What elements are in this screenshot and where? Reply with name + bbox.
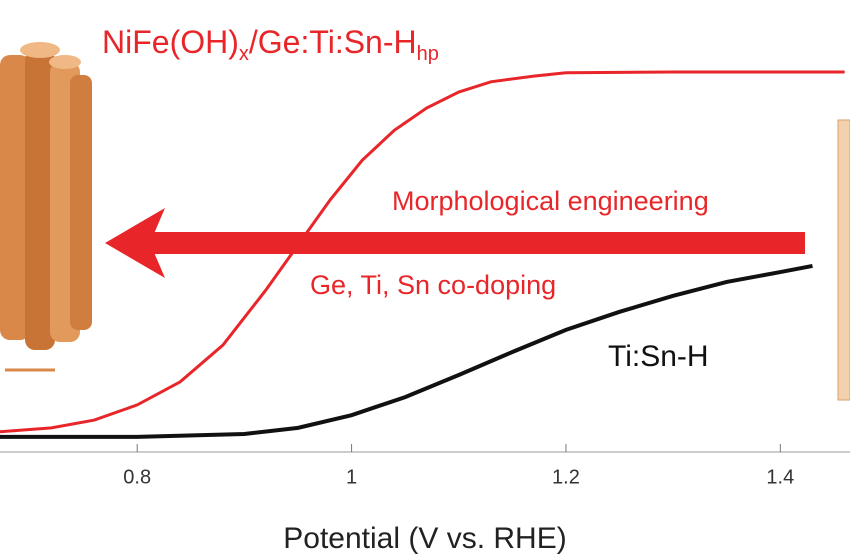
x-tick-label: 1.2 bbox=[552, 466, 580, 488]
arrow bbox=[105, 208, 805, 278]
annotation: Morphological engineering bbox=[392, 186, 709, 216]
series-label: NiFe(OH)x/Ge:Ti:Sn-Hhp bbox=[102, 24, 439, 65]
series-line bbox=[0, 263, 813, 439]
label-subscript: hp bbox=[417, 43, 439, 65]
x-tick-label: 1 bbox=[346, 466, 357, 488]
series-line bbox=[0, 70, 845, 434]
nanotube-illustration bbox=[0, 42, 850, 401]
x-tick-label: 1.4 bbox=[766, 466, 794, 488]
x-tick-label: 0.8 bbox=[123, 466, 151, 488]
label-part: /Ge:Ti:Sn-H bbox=[249, 24, 417, 60]
label-subscript: x bbox=[239, 43, 249, 65]
annotation: Ge, Ti, Sn co-doping bbox=[310, 270, 556, 300]
x-axis-title: Potential (V vs. RHE) bbox=[283, 522, 566, 555]
series-label: Ti:Sn-H bbox=[608, 340, 709, 373]
label-part: NiFe(OH) bbox=[102, 24, 239, 60]
